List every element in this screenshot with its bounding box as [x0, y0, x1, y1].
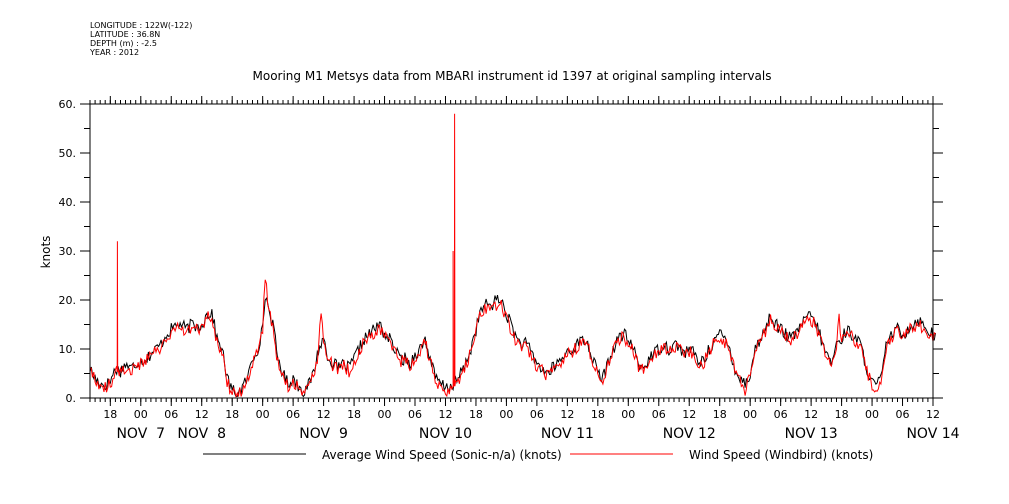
year-text: YEAR : 2012 — [90, 48, 140, 57]
x-tick-label: 06 — [652, 408, 666, 421]
legend: Average Wind Speed (Sonic-n/a) (knots) W… — [203, 448, 873, 462]
series-line-sonic — [89, 294, 936, 398]
y-tick-label: 60. — [59, 98, 77, 111]
plot-series — [89, 113, 936, 399]
latitude-text: LATITUDE : 36.8N — [90, 30, 161, 39]
x-tick-label: 06 — [164, 408, 178, 421]
x-tick-label: 06 — [530, 408, 544, 421]
x-tick-label: 00 — [134, 408, 148, 421]
x-tick-label: 18 — [469, 408, 483, 421]
x-tick-label: 12 — [438, 408, 452, 421]
x-tick-label: 06 — [408, 408, 422, 421]
series-line-windbird — [89, 113, 936, 399]
x-day-label: NOV 10 — [419, 426, 472, 442]
y-tick-label: 50. — [59, 147, 77, 160]
x-tick-label: 00 — [621, 408, 635, 421]
minor-ticks — [84, 100, 939, 402]
x-tick-label: 18 — [225, 408, 239, 421]
y-tick-label: 30. — [59, 245, 77, 258]
minor-tick-marks — [84, 100, 939, 402]
x-day-label: NOV 9 — [299, 426, 348, 442]
x-tick-label: 12 — [560, 408, 574, 421]
x-day-label: NOV 11 — [541, 426, 594, 442]
chart-title: Mooring M1 Metsys data from MBARI instru… — [253, 69, 772, 83]
legend-label-sonic: Average Wind Speed (Sonic-n/a) (knots) — [322, 448, 562, 462]
x-tick-label: 00 — [256, 408, 270, 421]
y-tick-label: 0. — [66, 392, 77, 405]
x-tick-label: 18 — [835, 408, 849, 421]
depth-text: DEPTH (m) : -2.5 — [90, 39, 157, 48]
plot-frame — [89, 103, 934, 399]
x-tick-label: 12 — [682, 408, 696, 421]
x-tick-label: 12 — [926, 408, 940, 421]
legend-label-windbird: Wind Speed (Windbird) (knots) — [689, 448, 873, 462]
x-tick-label: 00 — [743, 408, 757, 421]
x-tick-label: 12 — [317, 408, 331, 421]
x-tick-label: 00 — [378, 408, 392, 421]
x-tick-label: 18 — [347, 408, 361, 421]
x-tick-label: 00 — [499, 408, 513, 421]
x-axis-ticks: 18 00 06 12 18 00 06 12 18 00 06 12 18 00 06 12 18 00 06 12… — [103, 96, 960, 442]
x-tick-label: 06 — [286, 408, 300, 421]
y-tick-label: 10. — [59, 343, 77, 356]
metadata-block: LONGITUDE : 122W(-122) LATITUDE : 36.8N … — [90, 21, 192, 57]
x-tick-label: 00 — [865, 408, 879, 421]
x-tick-label: 12 — [195, 408, 209, 421]
x-tick-label: 06 — [774, 408, 788, 421]
x-tick-label: 12 — [804, 408, 818, 421]
x-day-label: NOV 14 — [906, 426, 959, 442]
longitude-text: LONGITUDE : 122W(-122) — [90, 21, 193, 30]
y-tick-label: 20. — [59, 294, 77, 307]
x-tick-label: 06 — [896, 408, 910, 421]
x-tick-label: 18 — [713, 408, 727, 421]
x-tick-label: 18 — [103, 408, 117, 421]
x-day-label: NOV 7 — [116, 426, 165, 442]
x-day-label: NOV 12 — [663, 426, 716, 442]
y-axis-label: knots — [39, 236, 53, 269]
x-day-label: NOV 13 — [785, 426, 838, 442]
y-tick-label: 40. — [59, 196, 77, 209]
y-axis-ticks: 0. 10. 20. 30. 40. 50. 60. — [59, 98, 943, 405]
x-day-label: NOV 8 — [177, 426, 226, 442]
x-tick-label: 18 — [591, 408, 605, 421]
